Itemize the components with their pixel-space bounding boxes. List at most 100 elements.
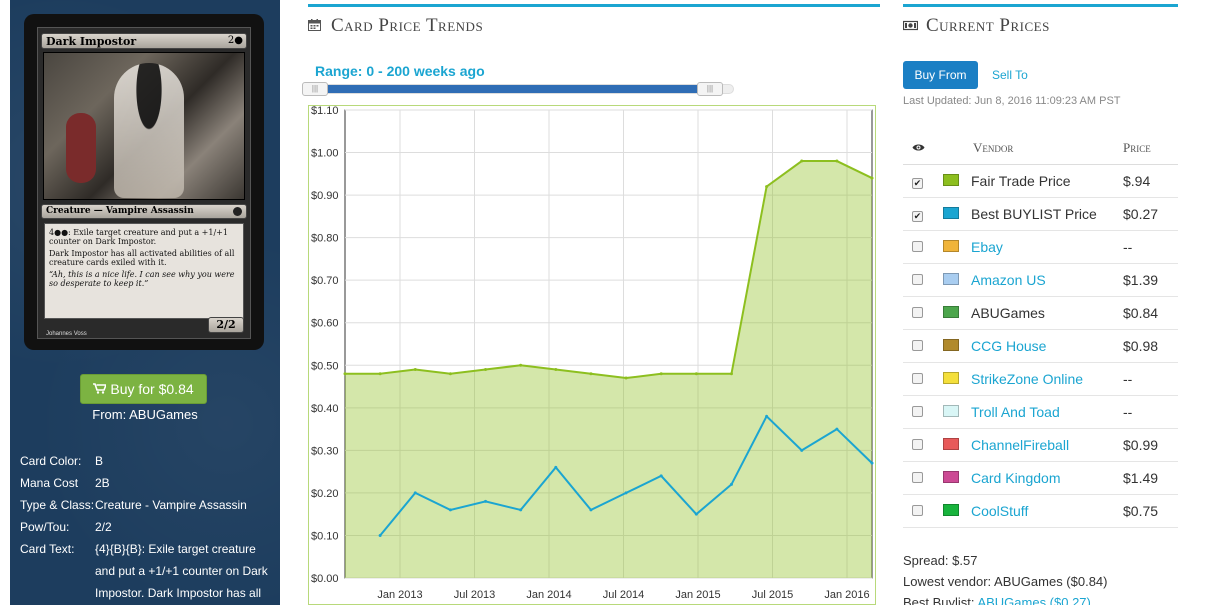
card-type-bar: Creature — Vampire Assassin — [41, 204, 247, 219]
current-prices-title: Current Prices — [903, 15, 1050, 37]
buy-button-label: Buy for $0.84 — [110, 381, 193, 397]
card-mana-cost: 2● — [228, 35, 243, 46]
vendor-row: ABUGames $0.84 — [903, 297, 1178, 330]
vendor-price: -- — [1123, 371, 1178, 387]
vendor-name: Best BUYLIST Price — [971, 206, 1123, 222]
vendor-price: $0.98 — [1123, 338, 1178, 354]
vendor-toggle-checkbox[interactable] — [912, 340, 923, 351]
data-point — [625, 491, 628, 494]
vendor-color-swatch — [943, 438, 959, 450]
calendar-icon — [308, 15, 321, 27]
price-column-header: Price — [1123, 140, 1151, 156]
card-art — [43, 52, 245, 200]
vendor-color-swatch — [943, 207, 959, 219]
vendor-table: Vendor Price ✔ Fair Trade Price $.94 ✔ Best … — [903, 132, 1178, 528]
y-tick-label: $0.00 — [311, 573, 339, 585]
card-rules-2: Dark Impostor has all activated abilitie… — [49, 249, 239, 267]
y-tick-label: $0.40 — [311, 403, 339, 415]
x-tick-label: Jan 2015 — [675, 589, 720, 601]
data-point — [589, 372, 592, 375]
vendor-row: CCG House $0.98 — [903, 330, 1178, 363]
tab-buy-from[interactable]: Buy From — [903, 61, 978, 89]
vendor-name[interactable]: CoolStuff — [971, 503, 1123, 519]
vendor-toggle-checkbox[interactable] — [912, 439, 923, 450]
y-tick-label: $0.30 — [311, 445, 339, 457]
y-tick-label: $1.10 — [311, 106, 339, 117]
data-point — [379, 372, 382, 375]
vendor-price: $0.99 — [1123, 437, 1178, 453]
money-icon — [903, 15, 916, 27]
info-row-card-text: Card Text: {4}{B}{B}: Exile target creat… — [20, 538, 275, 604]
card-image: Dark Impostor 2● Creature — Vampire Assa… — [24, 14, 264, 350]
data-point — [730, 483, 733, 486]
vendor-price: $1.39 — [1123, 272, 1178, 288]
vendor-row: Amazon US $1.39 — [903, 264, 1178, 297]
vendor-price: $0.27 — [1123, 206, 1178, 222]
vendor-name[interactable]: StrikeZone Online — [971, 371, 1123, 387]
card-sidebar: Dark Impostor 2● Creature — Vampire Assa… — [10, 0, 280, 605]
vendor-row: ✔ Best BUYLIST Price $0.27 — [903, 198, 1178, 231]
vendor-color-swatch — [943, 240, 959, 252]
vendor-toggle-checkbox[interactable] — [912, 274, 923, 285]
data-point — [484, 500, 487, 503]
vendor-price: $.94 — [1123, 173, 1178, 189]
vendor-toggle-checkbox[interactable] — [912, 373, 923, 384]
info-row-type: Type & Class: Creature - Vampire Assassi… — [20, 494, 275, 516]
x-tick-label: Jan 2013 — [377, 589, 422, 601]
data-point — [835, 428, 838, 431]
data-point — [800, 160, 803, 163]
vendor-price: $0.84 — [1123, 305, 1178, 321]
vendor-color-swatch — [943, 372, 959, 384]
vendor-toggle-checkbox[interactable] — [912, 472, 923, 483]
vendor-toggle-checkbox[interactable]: ✔ — [912, 211, 923, 222]
vendor-color-swatch — [943, 471, 959, 483]
vendor-toggle-checkbox[interactable] — [912, 505, 923, 516]
info-row-pow-tou: Pow/Tou: 2/2 — [20, 516, 275, 538]
data-point — [449, 508, 452, 511]
x-tick-label: Jan 2016 — [824, 589, 869, 601]
y-tick-label: $0.20 — [311, 488, 339, 500]
vendor-price: -- — [1123, 239, 1178, 255]
data-point — [449, 372, 452, 375]
vendor-toggle-checkbox[interactable]: ✔ — [912, 178, 923, 189]
vendor-color-swatch — [943, 306, 959, 318]
info-row-mana-cost: Mana Cost 2B — [20, 472, 275, 494]
vendor-name[interactable]: ChannelFireball — [971, 437, 1123, 453]
x-tick-label: Jul 2015 — [752, 589, 794, 601]
data-point — [519, 364, 522, 367]
spread-text: Spread: $.57 — [903, 550, 1108, 571]
lowest-vendor-text: Lowest vendor: ABUGames ($0.84) — [903, 571, 1108, 592]
data-point — [414, 491, 417, 494]
data-point — [695, 372, 698, 375]
vendor-toggle-checkbox[interactable] — [912, 241, 923, 252]
data-point — [660, 474, 663, 477]
vendor-row: Card Kingdom $1.49 — [903, 462, 1178, 495]
vendor-toggle-checkbox[interactable] — [912, 307, 923, 318]
data-point — [414, 368, 417, 371]
y-tick-label: $0.80 — [311, 233, 339, 245]
vendor-name[interactable]: Card Kingdom — [971, 470, 1123, 486]
card-rules-1: 4●●: Exile target creature and put a +1/… — [49, 228, 239, 246]
range-slider-handle-end[interactable]: ||| — [697, 82, 723, 96]
y-tick-label: $0.90 — [311, 190, 339, 202]
vendor-name[interactable]: CCG House — [971, 338, 1123, 354]
card-artist: Johannes Voss — [46, 331, 87, 337]
range-slider-handle-start[interactable]: ||| — [302, 82, 328, 96]
buy-button[interactable]: Buy for $0.84 — [80, 374, 207, 404]
data-point — [695, 513, 698, 516]
last-updated: Last Updated: Jun 8, 2016 11:09:23 AM PS… — [903, 95, 1121, 107]
vendor-row: Troll And Toad -- — [903, 396, 1178, 429]
best-buylist-link[interactable]: ABUGames ($0.27) — [977, 595, 1090, 605]
card-text-box: 4●●: Exile target creature and put a +1/… — [44, 223, 244, 319]
price-trend-chart-svg: $0.00 $0.10 $0.20 $0.30 $0.40 $0.50 $0.60 $0.70… — [309, 106, 877, 605]
vendor-name[interactable]: Troll And Toad — [971, 404, 1123, 420]
vendor-toggle-checkbox[interactable] — [912, 406, 923, 417]
vendor-name[interactable]: Ebay — [971, 239, 1123, 255]
tab-sell-to[interactable]: Sell To — [992, 61, 1028, 89]
info-row-color: Card Color: B — [20, 450, 275, 472]
vendor-name[interactable]: Amazon US — [971, 272, 1123, 288]
y-tick-label: $0.70 — [311, 275, 339, 287]
set-symbol-icon — [233, 207, 242, 216]
card-power-toughness: 2/2 — [208, 317, 244, 333]
